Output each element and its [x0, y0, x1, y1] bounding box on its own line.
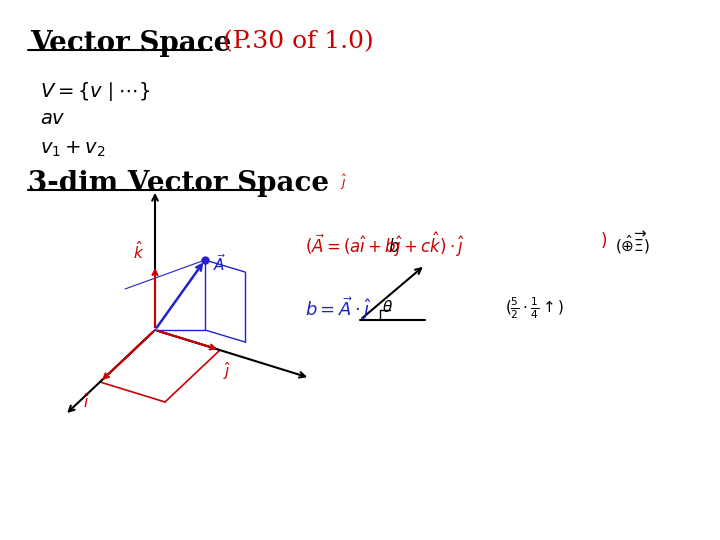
Text: 3-dim Vector Space: 3-dim Vector Space	[28, 170, 329, 197]
Text: $\hat{k}$: $\hat{k}$	[133, 240, 144, 262]
Text: $\hat{\jmath}$: $\hat{\jmath}$	[340, 173, 347, 192]
Text: $(\frac{5}{2}\cdot\frac{1}{4}\uparrow)$: $(\frac{5}{2}\cdot\frac{1}{4}\uparrow)$	[505, 295, 564, 321]
Text: $\hat{\jmath}$: $\hat{\jmath}$	[223, 360, 232, 382]
Text: $)$: $)$	[600, 230, 607, 250]
Text: $(\vec{A} = (a\hat{\imath} + b\hat{\jmath} + c\hat{k})\cdot\hat{\jmath}$: $(\vec{A} = (a\hat{\imath} + b\hat{\jmat…	[305, 230, 465, 259]
Text: $b$: $b$	[388, 238, 400, 256]
Text: $b = \vec{A}\cdot\hat{\jmath}$: $b = \vec{A}\cdot\hat{\jmath}$	[305, 295, 372, 322]
Text: $\theta$: $\theta$	[382, 299, 393, 315]
Text: $\vec{A}$: $\vec{A}$	[213, 253, 226, 274]
Text: $v_1 + v_2$: $v_1 + v_2$	[40, 140, 106, 159]
Text: $av$: $av$	[40, 110, 66, 128]
Text: (P.30 of 1.0): (P.30 of 1.0)	[215, 30, 374, 53]
Text: Vector Space: Vector Space	[30, 30, 231, 57]
Text: $\hat{\imath}$: $\hat{\imath}$	[83, 392, 90, 411]
Text: $V = \{v \mid \cdots\}$: $V = \{v \mid \cdots\}$	[40, 80, 150, 103]
Text: $(\hat{\oplus}\overrightarrow{\Xi})$: $(\hat{\oplus}\overrightarrow{\Xi})$	[615, 230, 650, 256]
